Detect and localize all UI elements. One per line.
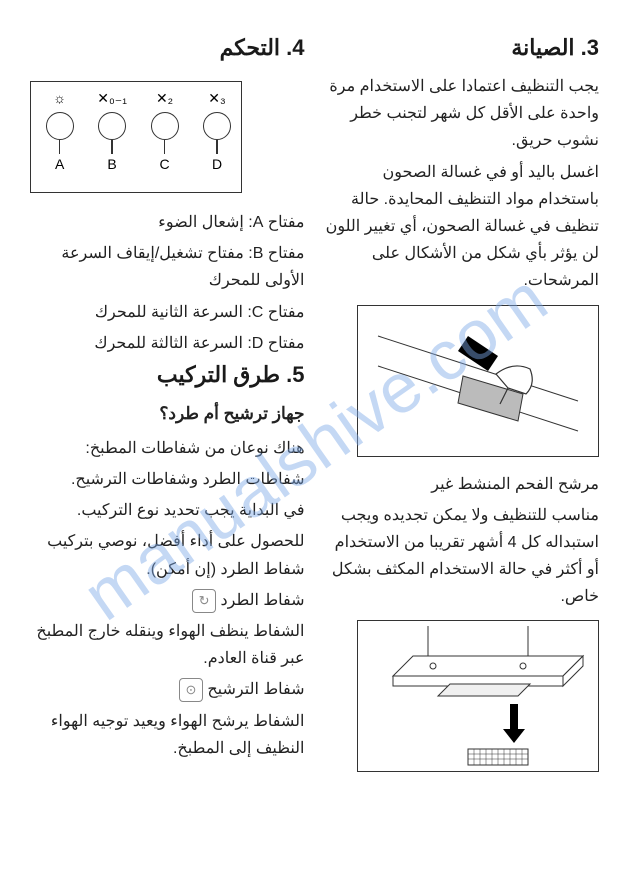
filter-hood-desc: الشفاط يرشح الهواء ويعيد توجيه الهواء ال… bbox=[30, 708, 305, 762]
installation-text-1: هناك نوعان من شفاطات المطبخ: bbox=[30, 435, 305, 462]
fan-icon-1: ✕₀₋₁ bbox=[88, 90, 136, 108]
hood-filter-diagram bbox=[357, 620, 599, 772]
light-icon: ☼ bbox=[36, 90, 84, 108]
fan-icon-3: ✕₃ bbox=[193, 90, 241, 108]
filter-icon: ⊙ bbox=[179, 678, 203, 702]
page-content: 4. التحكم ☼ A ✕₀₋₁ B ✕₂ C ✕₃ bbox=[0, 0, 629, 816]
control-label-d: D bbox=[193, 156, 241, 172]
switch-b-desc: مفتاح B: مفتاح تشغيل/إيقاف السرعة الأولى… bbox=[30, 240, 305, 294]
maintenance-p1: يجب التنظيف اعتمادا على الاستخدام مرة وا… bbox=[325, 73, 600, 155]
filter-hood-label: شفاط الترشيح bbox=[207, 681, 304, 698]
control-label-b: B bbox=[88, 156, 136, 172]
exhaust-icon: ↻ bbox=[192, 589, 216, 613]
control-knob-d bbox=[203, 112, 231, 140]
right-column: 3. الصيانة يجب التنظيف اعتمادا على الاست… bbox=[325, 30, 600, 786]
switch-c-desc: مفتاح C: السرعة الثانية للمحرك bbox=[30, 299, 305, 326]
control-knob-a bbox=[46, 112, 74, 140]
switch-a-desc: مفتاح A: إشعال الضوء bbox=[30, 209, 305, 236]
fan-icon-2: ✕₂ bbox=[141, 90, 189, 108]
installation-text-2: شفاطات الطرد وشفاطات الترشيح. bbox=[30, 466, 305, 493]
control-panel-diagram: ☼ A ✕₀₋₁ B ✕₂ C ✕₃ D bbox=[30, 81, 242, 193]
installation-question: جهاز ترشيح أم طرد؟ bbox=[30, 400, 305, 429]
installation-text-4: للحصول على أداء أفضل، نوصي بتركيب شفاط ا… bbox=[30, 528, 305, 582]
carbon-filter-p2: مناسب للتنظيف ولا يمكن تجديده ويجب استبد… bbox=[325, 502, 600, 611]
section-3-title: 3. الصيانة bbox=[325, 35, 600, 61]
exhaust-hood-label: شفاط الطرد bbox=[220, 592, 304, 609]
control-knob-b bbox=[98, 112, 126, 140]
installation-text-3: في البداية يجب تحديد نوع التركيب. bbox=[30, 497, 305, 524]
control-knob-c bbox=[151, 112, 179, 140]
left-column: 4. التحكم ☼ A ✕₀₋₁ B ✕₂ C ✕₃ bbox=[30, 30, 305, 786]
control-label-c: C bbox=[141, 156, 189, 172]
control-label-a: A bbox=[36, 156, 84, 172]
section-4-title: 4. التحكم bbox=[30, 35, 305, 61]
carbon-filter-p1: مرشح الفحم المنشط غير bbox=[325, 471, 600, 498]
filter-removal-diagram bbox=[357, 305, 599, 457]
maintenance-p2: اغسل باليد أو في غسالة الصحون باستخدام م… bbox=[325, 159, 600, 295]
switch-d-desc: مفتاح D: السرعة الثالثة للمحرك bbox=[30, 330, 305, 357]
section-5-title: 5. طرق التركيب bbox=[30, 362, 305, 388]
exhaust-hood-desc: الشفاط ينظف الهواء وينقله خارج المطبخ عب… bbox=[30, 618, 305, 672]
